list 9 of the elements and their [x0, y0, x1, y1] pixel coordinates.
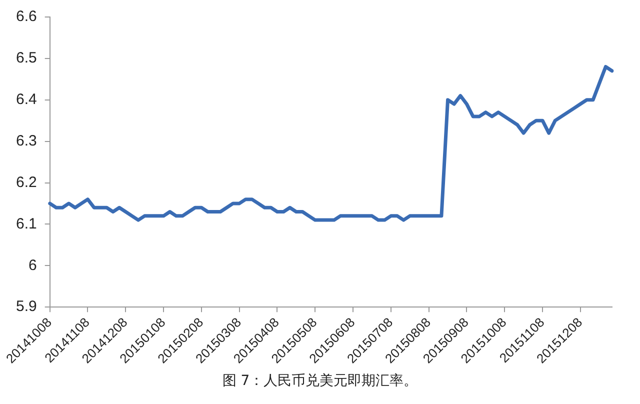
y-tick-label: 6.2: [16, 174, 37, 191]
y-tick-label: 6.4: [16, 91, 37, 108]
caption: 图 7：人民币兑美元即期汇率。: [221, 372, 419, 390]
y-tick-label: 6.5: [16, 50, 37, 67]
y-tick-label: 6.6: [16, 8, 37, 26]
y-tick-label: 6.3: [16, 132, 37, 150]
y-tick-label: 5.9: [16, 298, 37, 316]
y-tick-label: 6.1: [16, 215, 37, 232]
y-tick-label: 6: [28, 256, 37, 274]
